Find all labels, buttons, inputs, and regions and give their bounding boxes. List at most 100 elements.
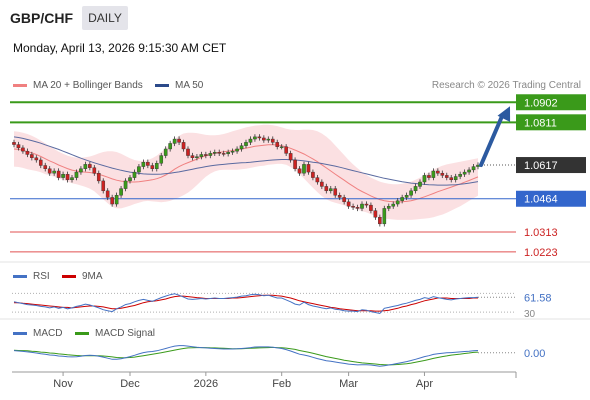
forecast-arrow-head [497, 106, 511, 122]
legend-label-bollinger: MA 20 + Bollinger Bands [33, 80, 143, 91]
macd-line [13, 345, 479, 367]
candle-body [266, 138, 271, 141]
candle-body [284, 146, 288, 154]
candle-body [123, 180, 128, 189]
legend-rsi-ma: 9MA [62, 271, 103, 282]
candle-body [235, 148, 239, 152]
candle-body [462, 171, 467, 175]
candle-body [440, 172, 445, 176]
legend-swatch-macd-signal [75, 331, 89, 335]
candle-body [181, 142, 186, 150]
candle-body [320, 181, 324, 187]
candle-body [315, 177, 320, 183]
legend-label-macd-signal: MACD Signal [95, 328, 156, 339]
legend-swatch-macd [13, 331, 27, 335]
legend-swatch-rsi-ma [62, 274, 76, 278]
legend-label-rsi: RSI [33, 271, 50, 282]
ma50-line [13, 136, 479, 186]
candle-body [119, 188, 123, 196]
candle-body [306, 164, 311, 173]
candle-body [449, 177, 454, 181]
legend-swatch-ma50 [155, 83, 169, 87]
candle-body [270, 138, 275, 143]
candle-body [43, 165, 48, 169]
level-label-4: 1.0223 [524, 247, 558, 259]
candle-body [248, 138, 253, 143]
candle-body [70, 177, 74, 181]
legend-bollinger: MA 20 + Bollinger Bands [13, 80, 143, 91]
candle-body [154, 163, 159, 169]
candle-body [382, 208, 387, 225]
candle-body [467, 169, 471, 173]
candle-body [132, 171, 137, 178]
candle-body [128, 177, 132, 182]
forecast-arrow-shaft [479, 114, 504, 168]
candle-body [208, 153, 213, 156]
candle-body [324, 186, 329, 192]
candle-body [16, 144, 21, 149]
candle-body [409, 190, 413, 196]
candle-body [391, 203, 396, 207]
candle-body [168, 143, 172, 150]
candle-body [163, 148, 168, 156]
macd-zero-label: 0.00 [524, 348, 545, 360]
candle-body [186, 148, 190, 156]
candle-body [150, 165, 155, 169]
candle-body [404, 195, 409, 198]
candle-body [195, 156, 199, 158]
instrument-title: GBP/CHF [10, 10, 73, 26]
candle-body [373, 210, 378, 218]
candle-body [395, 200, 400, 205]
candle-body [311, 171, 315, 178]
x-tick-label-5: Apr [416, 378, 433, 390]
candle-body [342, 197, 346, 203]
candle-body [172, 138, 177, 144]
candle-body [38, 159, 43, 166]
candle-body [436, 170, 440, 174]
level-label-2: 1.0464 [524, 194, 558, 206]
legend-rsi: RSI [13, 271, 50, 282]
candle-body [47, 168, 52, 174]
candle-body [212, 152, 217, 154]
candle-body [230, 150, 235, 153]
last-price-label: 1.0617 [524, 160, 558, 172]
candle-body [453, 176, 458, 181]
candle-body [105, 190, 110, 198]
rsi-tick-label: 30 [524, 309, 536, 320]
candle-body [30, 154, 34, 158]
legend-macd: MACD [13, 328, 62, 339]
candle-body [458, 174, 462, 177]
candle-body [444, 175, 449, 178]
candle-body [431, 170, 436, 178]
x-tick-label-4: Mar [339, 378, 358, 390]
level-label-1: 1.0811 [524, 117, 557, 129]
candle-body [337, 195, 342, 198]
candle-body [114, 195, 119, 205]
candle-body [413, 186, 418, 192]
rsi-ma-line [14, 294, 478, 312]
candle-body [88, 164, 92, 168]
candle-body [297, 168, 302, 174]
candle-body [110, 197, 114, 205]
candle-body [65, 174, 70, 181]
candle-body [279, 146, 284, 148]
legend-swatch-bollinger [13, 83, 27, 87]
legend-label-ma50: MA 50 [175, 80, 204, 91]
level-tag-1 [516, 114, 586, 131]
legend-label-rsi-ma: 9MA [82, 271, 103, 282]
candles [12, 134, 480, 227]
legend-swatch-rsi [13, 274, 27, 278]
level-tag-2 [516, 190, 586, 207]
x-tick-label-1: Dec [120, 378, 140, 390]
candle-body [177, 138, 181, 143]
timeframe-button[interactable]: DAILY [82, 6, 128, 30]
candle-body [61, 174, 65, 178]
candle-body [293, 159, 297, 169]
timestamp: Monday, April 13, 2026 9:15:30 AM CET [13, 41, 227, 55]
candle-body [83, 164, 88, 169]
credit-text: Research © 2026 Trading Central [431, 80, 581, 91]
candle-body [79, 168, 83, 173]
candle-body [422, 175, 427, 183]
candle-body [101, 180, 106, 192]
